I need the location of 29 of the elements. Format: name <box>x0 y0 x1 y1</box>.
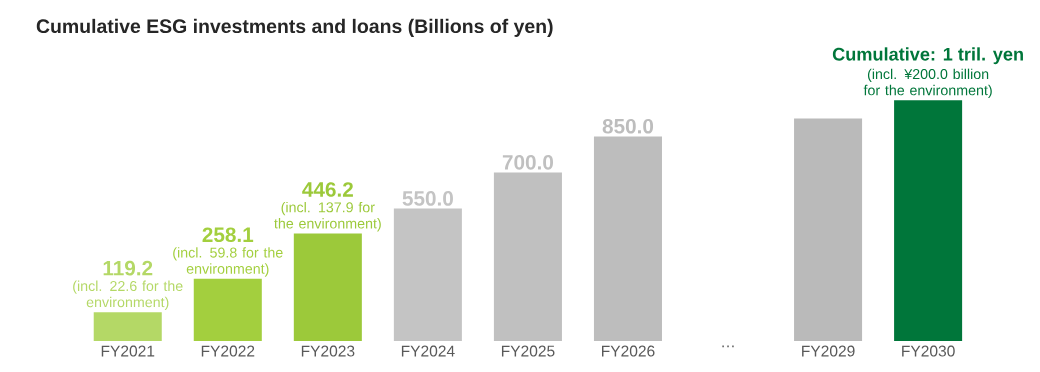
bar <box>93 312 162 341</box>
chart-title: Cumulative ESG investments and loans (Billions of yen) <box>36 18 553 37</box>
x-tick-label: FY2022 <box>201 345 255 357</box>
bar <box>293 233 362 341</box>
x-tick-label: FY2026 <box>602 345 655 357</box>
x-tick-label: FY2025 <box>501 345 555 357</box>
annotation: (incl. 137.9 for the environment) <box>274 201 381 232</box>
annotation: (incl. ¥200.0 billion for the environment) <box>863 68 992 99</box>
bar <box>593 136 662 341</box>
x-tick-label: FY2024 <box>401 345 455 357</box>
annotation: (incl. 59.8 for the environment) <box>173 247 283 277</box>
data-label: 700.0 <box>502 154 554 170</box>
data-label: 258.1 <box>202 227 254 243</box>
x-tick-label: FY2021 <box>101 345 155 357</box>
x-tick-label: FY2023 <box>301 345 355 357</box>
bar <box>894 100 963 341</box>
annotation: (incl. 22.6 for the environment) <box>73 280 183 311</box>
bar <box>393 208 462 341</box>
bar <box>193 278 262 341</box>
text: Cumulative: 1 tril. yen <box>832 47 1023 65</box>
x-tick-label: FY2030 <box>902 345 955 357</box>
data-label: 446.2 <box>302 182 353 197</box>
data-label: 119.2 <box>103 260 153 276</box>
x-tick-label: FY2029 <box>802 345 855 357</box>
data-label: 550.0 <box>402 191 453 206</box>
x-tick-label: … <box>722 345 734 348</box>
data-label: 850.0 <box>602 118 654 134</box>
bar <box>493 172 562 341</box>
bar <box>794 118 863 341</box>
